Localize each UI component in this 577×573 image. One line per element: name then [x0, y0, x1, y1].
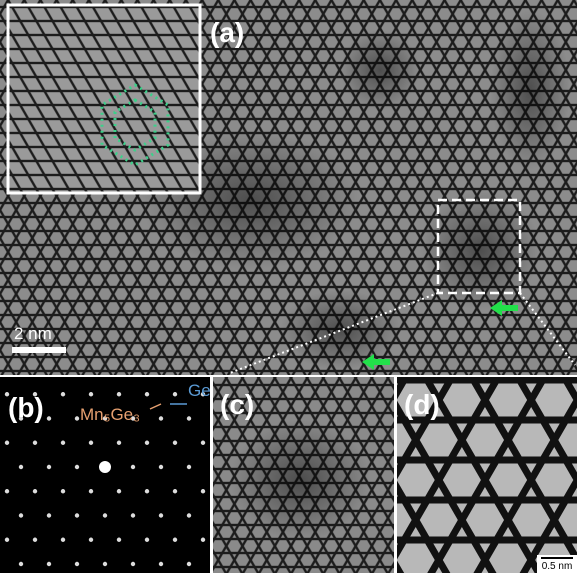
lattice [397, 377, 577, 573]
overlay-model [113, 98, 157, 152]
scale-box [537, 555, 577, 573]
dark-region [420, 190, 540, 310]
panel-a: 2 nm (a) [0, 0, 577, 375]
arrow [362, 354, 390, 370]
dark-region [490, 10, 570, 170]
panel-label: (b) [8, 392, 44, 423]
dark-region [340, 30, 420, 110]
panel-b: (b) Mn₅Ge₃ Ge [0, 377, 211, 573]
inset-lattice [9, 6, 199, 192]
annotation-arrow [149, 403, 162, 410]
diffraction-spots [0, 377, 210, 573]
zoom-line [229, 292, 439, 374]
panel-c: (c) [213, 377, 394, 573]
dark-region [280, 290, 400, 370]
scale-bar-label: 0.5 nm [542, 561, 573, 572]
arrow [490, 300, 518, 316]
panel-label: (d) [404, 389, 440, 420]
scale-bar [12, 347, 66, 353]
dark-region [230, 420, 370, 540]
annotation: Ge [188, 381, 211, 400]
scale-bar-label: 2 nm [14, 324, 52, 343]
panel-label: (c) [220, 389, 254, 420]
region-box [436, 198, 522, 295]
zoom-line [519, 292, 576, 366]
panel-d: (d) 0.5 nm [397, 377, 577, 573]
annotation: Mn₅Ge₃ [80, 405, 140, 424]
panel-label: (a) [210, 17, 244, 48]
central-spot [99, 461, 111, 473]
